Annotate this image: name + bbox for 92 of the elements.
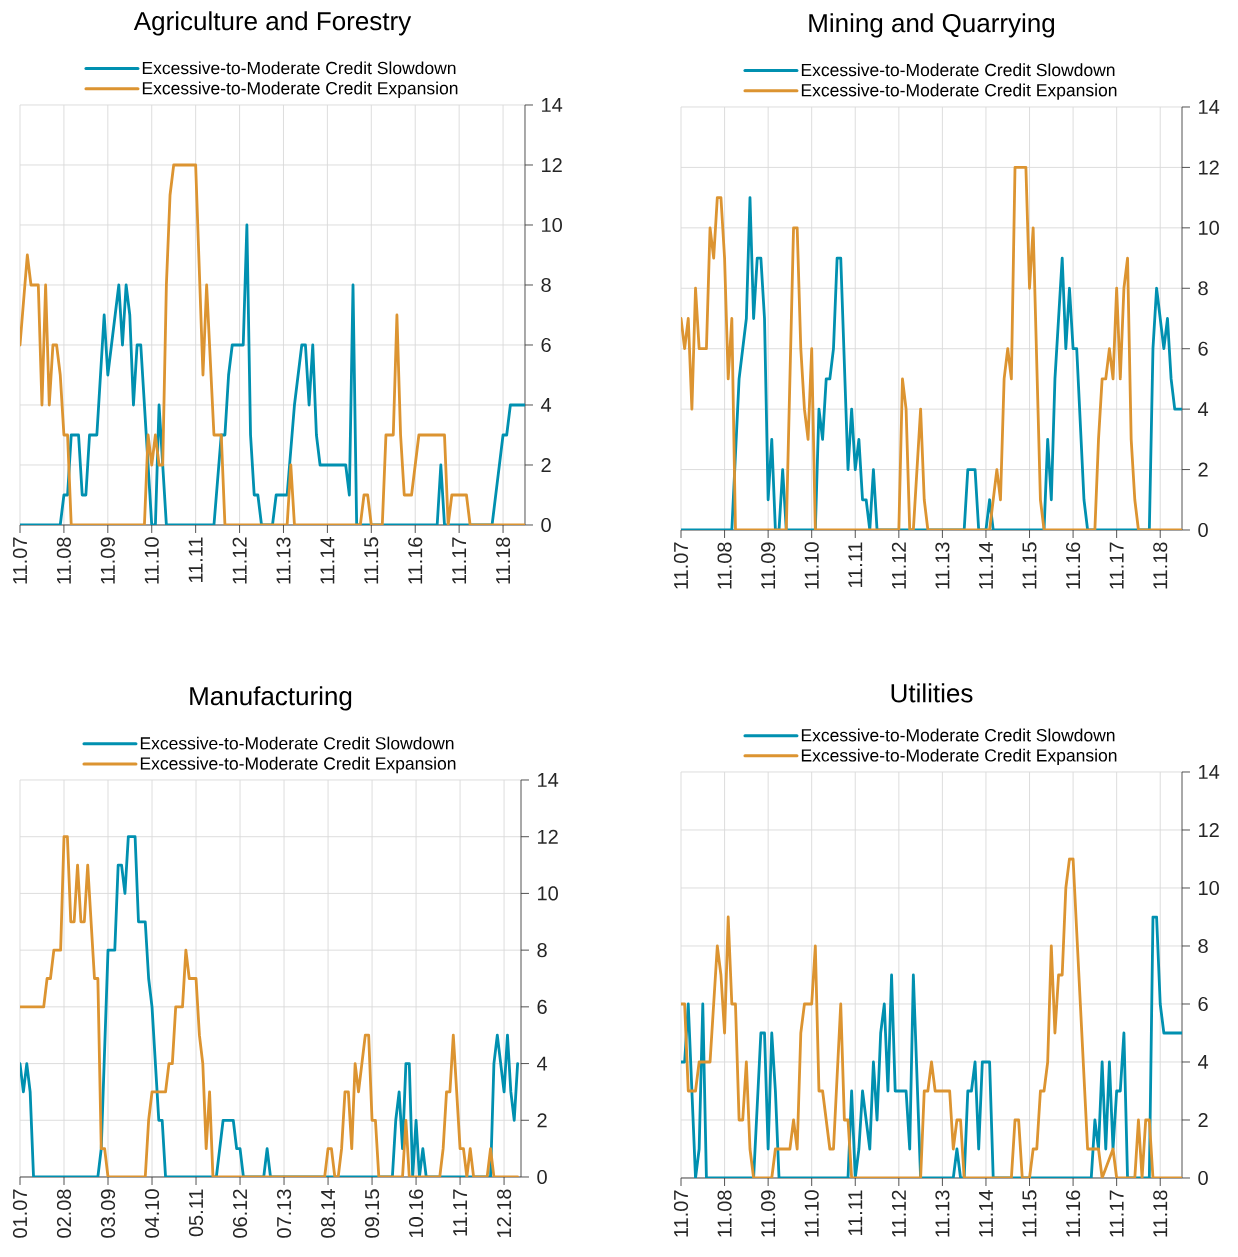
y-tick-label: 2 (1198, 1113, 1208, 1127)
chart-title: Utilities (891, 683, 973, 703)
y-tick-label: 10 (538, 886, 558, 901)
x-tick-label: 11.13 (935, 542, 950, 589)
x-tick-label: 11.17 (452, 537, 467, 584)
x-tick-label: 11.12 (891, 542, 906, 589)
x-tick-label: 11.15 (364, 537, 379, 584)
y-tick-label: 14 (1199, 100, 1220, 114)
x-tick-label: 11.17 (453, 1189, 467, 1236)
y-tick-label: 6 (1198, 996, 1208, 1012)
x-tick-label: 11.18 (1153, 542, 1168, 589)
y-tick-label: 2 (1198, 462, 1208, 477)
y-tick-label: 6 (1198, 341, 1208, 356)
x-tick-label: 04.10 (144, 1189, 160, 1238)
y-tick-label: 12 (1199, 823, 1219, 837)
y-tick-label: 4 (1197, 402, 1209, 417)
x-tick-label: 11.14 (979, 542, 993, 589)
x-tick-label: 11.15 (1022, 1190, 1037, 1237)
x-tick-label: 11.16 (1066, 542, 1081, 589)
x-tick-label: 11.07 (673, 1190, 689, 1237)
y-tick-label: 8 (1198, 938, 1208, 954)
x-tick-label: 06.12 (232, 1189, 248, 1238)
x-tick-label: 11.12 (232, 537, 247, 584)
y-tick-label: 10 (1199, 880, 1219, 896)
x-tick-label: 11.18 (1153, 1190, 1168, 1237)
x-tick-label: 11.07 (673, 542, 689, 589)
x-tick-label: 11.18 (495, 537, 511, 584)
x-tick-label: 03.09 (100, 1189, 116, 1238)
legend-label: Excessive-to-Moderate Credit Slowdown (140, 736, 454, 750)
y-tick-label: 4 (536, 1056, 548, 1071)
x-tick-label: 12.18 (497, 1189, 512, 1238)
x-tick-label: 07.13 (276, 1189, 292, 1238)
x-tick-label: 11.08 (717, 1190, 732, 1237)
y-tick-label: 0 (537, 1169, 547, 1185)
y-tick-label: 6 (537, 999, 547, 1014)
y-tick-label: 2 (537, 1113, 547, 1128)
x-tick-label: 11.10 (144, 537, 159, 584)
y-tick-label: 0 (1198, 1170, 1208, 1186)
y-tick-label: 4 (1197, 1055, 1209, 1069)
x-tick-label: 02.08 (56, 1189, 72, 1238)
x-tick-label: 11.13 (276, 537, 291, 584)
x-tick-label: 11.10 (804, 542, 819, 589)
x-tick-label: 11.10 (804, 1190, 819, 1237)
x-tick-label: 01.07 (12, 1189, 28, 1238)
x-tick-label: 11.09 (100, 537, 115, 584)
x-tick-label: 11.13 (935, 1190, 950, 1237)
x-tick-label: 11.08 (56, 537, 71, 584)
x-tick-label: 11.15 (1022, 542, 1037, 589)
y-tick-label: 8 (1198, 281, 1208, 296)
x-tick-label: 11.09 (761, 1190, 776, 1237)
y-tick-label: 8 (537, 943, 547, 958)
y-tick-label: 14 (1199, 765, 1220, 779)
x-tick-label: 05.11 (188, 1189, 204, 1237)
legend-label: Excessive-to-Moderate Credit Expansion (801, 83, 1117, 100)
x-tick-label: 11.17 (1109, 542, 1124, 589)
x-tick-label: 11.07 (12, 537, 28, 584)
x-tick-label: 09.15 (364, 1189, 380, 1238)
legend-label: Excessive-to-Moderate Credit Slowdown (142, 61, 456, 75)
x-tick-label: 11.11 (848, 542, 863, 588)
y-tick-label: 8 (541, 277, 551, 293)
y-tick-label: 12 (1199, 160, 1219, 175)
chart-title: Mining and Quarrying (809, 13, 1055, 38)
y-tick-label: 12 (538, 829, 558, 844)
legend-label: Excessive-to-Moderate Credit Expansion (801, 748, 1117, 766)
legend-label: Excessive-to-Moderate Credit Expansion (142, 81, 458, 98)
x-tick-label: 08.14 (320, 1189, 336, 1238)
x-tick-label: 11.12 (891, 1190, 906, 1237)
x-tick-label: 11.16 (1066, 1190, 1081, 1237)
y-tick-label: 0 (1198, 522, 1208, 538)
x-tick-label: 10.16 (408, 1189, 424, 1238)
y-tick-label: 0 (541, 517, 551, 533)
y-tick-label: 2 (541, 458, 551, 472)
chart-title: Manufacturing (190, 686, 352, 711)
x-tick-label: 11.17 (1109, 1190, 1124, 1237)
y-tick-label: 12 (542, 158, 562, 172)
y-tick-label: 14 (542, 98, 563, 112)
legend-label: Excessive-to-Moderate Credit Expansion (140, 756, 456, 774)
x-tick-label: 11.14 (979, 1190, 993, 1237)
y-tick-label: 4 (540, 398, 552, 412)
x-tick-label: 11.11 (188, 537, 203, 583)
x-tick-label: 11.14 (320, 537, 335, 584)
y-tick-label: 6 (541, 337, 551, 353)
chart-title: Agriculture and Forestry (133, 11, 412, 36)
x-tick-label: 11.11 (848, 1190, 863, 1236)
x-tick-label: 11.08 (717, 542, 732, 589)
y-tick-label: 14 (538, 773, 559, 787)
legend-label: Excessive-to-Moderate Credit Slowdown (801, 63, 1115, 77)
y-tick-label: 10 (542, 217, 562, 233)
x-tick-label: 11.16 (408, 537, 423, 584)
y-tick-label: 10 (1199, 220, 1219, 235)
legend-label: Excessive-to-Moderate Credit Slowdown (801, 728, 1115, 742)
x-tick-label: 11.09 (761, 542, 776, 589)
